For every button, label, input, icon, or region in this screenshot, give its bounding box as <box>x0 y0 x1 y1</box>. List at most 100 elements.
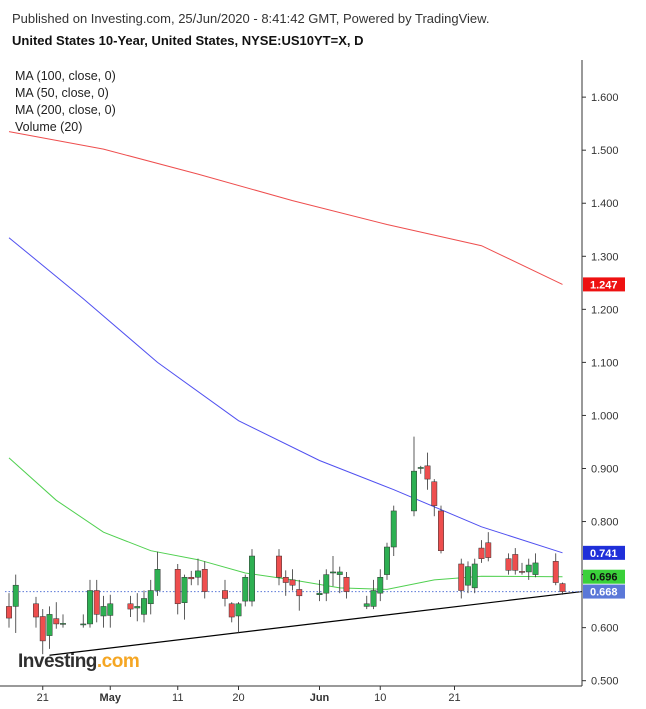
chart-header: Published on Investing.com, 25/Jun/2020 … <box>12 10 632 50</box>
ma50-badge-label: 0.696 <box>590 572 618 584</box>
candle-body <box>424 465 431 480</box>
candle-body <box>485 542 492 558</box>
price-badges: 1.247 0.741 0.696 0.668 <box>583 277 625 599</box>
x-tick-label: Jun <box>310 692 330 704</box>
candle-body <box>195 570 201 578</box>
candle-body <box>296 589 303 597</box>
indicator-legend: MA (100, close, 0) MA (50, close, 0) MA … <box>15 68 116 136</box>
candle-body <box>552 561 559 583</box>
y-tick-label: 1.100 <box>591 357 619 369</box>
y-tick-label: 0.600 <box>591 623 619 635</box>
candle-body <box>532 562 539 575</box>
candle-body <box>438 510 444 551</box>
y-tick-label: 1.300 <box>591 251 619 263</box>
candle-body <box>417 467 424 469</box>
candle-body <box>505 558 512 571</box>
candle-body <box>201 569 208 592</box>
candle-body <box>188 576 195 580</box>
ma200-badge-label: 1.247 <box>590 279 618 291</box>
x-tick-label: 20 <box>232 692 244 704</box>
y-tick-label: 1.500 <box>591 145 619 157</box>
x-tick-label: May <box>100 692 122 704</box>
candle-body <box>478 547 485 559</box>
moving-averages <box>5 131 583 656</box>
legend-ma100[interactable]: MA (100, close, 0) <box>15 69 116 83</box>
legend-ma50[interactable]: MA (50, close, 0) <box>15 86 109 100</box>
candle-body <box>174 569 181 605</box>
candle-body <box>6 606 12 619</box>
last-badge <box>583 584 625 599</box>
published-line: Published on Investing.com, 25/Jun/2020 … <box>12 11 490 26</box>
candle-body <box>465 566 471 586</box>
candle-body <box>100 606 107 617</box>
candle-body <box>93 590 100 615</box>
candle-body <box>370 590 377 607</box>
candles <box>6 436 566 655</box>
candle-body <box>127 603 134 610</box>
candle-body <box>12 584 19 607</box>
candle-body <box>336 571 343 575</box>
candle-body <box>390 510 397 548</box>
last-badge-label: 0.668 <box>590 587 618 599</box>
candle-body <box>282 576 289 583</box>
candle-body <box>289 579 296 586</box>
legend-volume[interactable]: Volume (20) <box>15 120 83 134</box>
candle-body <box>181 576 188 603</box>
ma100-line <box>8 237 563 554</box>
candle-body <box>458 563 465 591</box>
candle-body <box>39 616 46 642</box>
ma100-badge <box>583 545 625 560</box>
candle-body <box>46 614 53 636</box>
candle-body <box>276 555 282 578</box>
candle-body <box>519 571 525 573</box>
candle-body <box>134 606 141 609</box>
candle-body <box>363 603 370 607</box>
candle-body <box>411 470 417 512</box>
candle-body <box>107 603 114 616</box>
candle-body <box>323 574 330 594</box>
candle-body <box>242 576 249 602</box>
support-trendline <box>49 590 583 656</box>
candle-body <box>525 564 532 573</box>
x-tick-label: 10 <box>374 692 386 704</box>
y-tick-label: 1.000 <box>591 410 619 422</box>
chart-title: United States 10-Year, United States, NY… <box>12 33 364 48</box>
y-tick-label: 1.400 <box>591 198 619 210</box>
candle-body <box>384 546 390 575</box>
ma50-badge <box>583 569 625 584</box>
ma50-line <box>8 457 563 590</box>
candle-body <box>431 481 438 506</box>
y-tick-label: 1.200 <box>591 304 619 316</box>
ma100-badge-label: 0.741 <box>590 548 618 560</box>
candle-body <box>377 576 384 594</box>
logo-suffix: .com <box>96 651 140 672</box>
candle-body <box>343 576 350 592</box>
y-tick-label: 1.600 <box>591 92 619 104</box>
y-tick-label: 0.500 <box>591 676 619 688</box>
candle-body <box>471 563 478 589</box>
candle-body <box>512 554 519 571</box>
candle-body <box>222 590 228 599</box>
x-tick-label: 11 <box>172 692 183 704</box>
candle-body <box>60 623 66 625</box>
legend-ma200[interactable]: MA (200, close, 0) <box>15 103 116 117</box>
investing-logo: Investing.com <box>18 651 140 673</box>
candle-body <box>249 555 255 602</box>
candle-body <box>228 603 235 618</box>
candle-body <box>87 590 93 625</box>
logo-text: Investing <box>18 651 97 672</box>
candle-body <box>154 569 161 591</box>
candle-body <box>147 590 154 605</box>
candle-body <box>141 598 147 615</box>
candle-body <box>316 592 323 596</box>
candle-body <box>80 623 87 626</box>
candle-body <box>53 618 60 625</box>
candle-body <box>330 571 336 574</box>
candle-body <box>33 603 39 618</box>
ma200-line <box>8 131 563 285</box>
candle-body <box>235 603 242 617</box>
candle-body <box>559 583 566 592</box>
y-tick-label: 0.800 <box>591 517 619 529</box>
x-tick-label: 21 <box>448 692 460 704</box>
